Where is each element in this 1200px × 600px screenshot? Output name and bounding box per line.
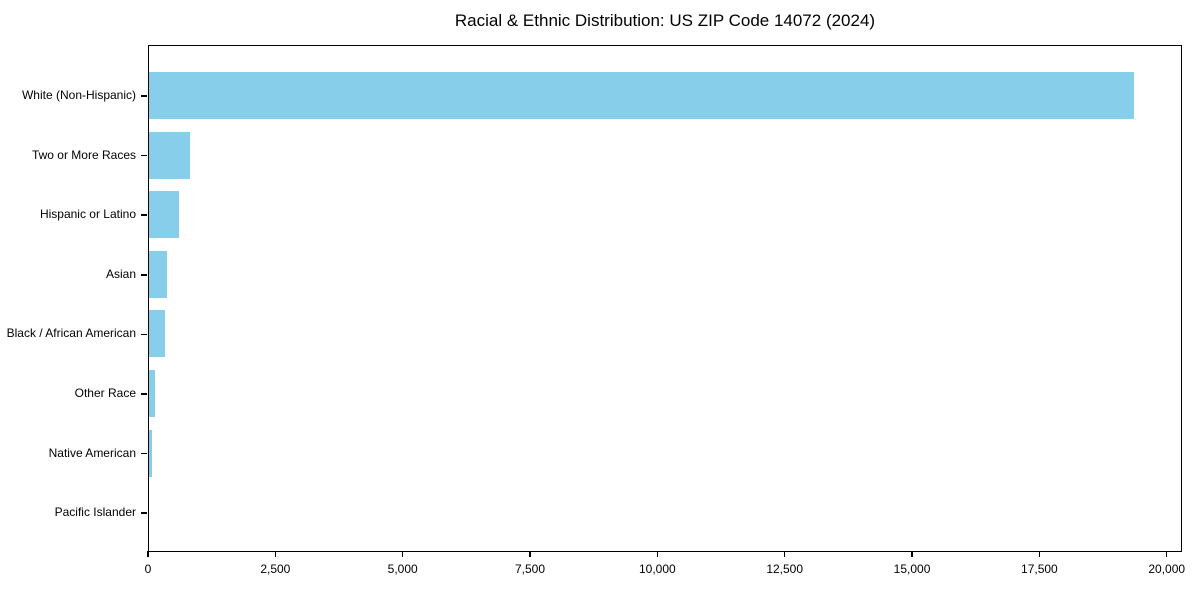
- y-axis-tick: [141, 333, 147, 336]
- plot-area: [148, 45, 1182, 552]
- bar-asian: [149, 250, 168, 298]
- bar-native-american: [149, 429, 152, 477]
- bar-other-race: [149, 370, 155, 417]
- y-axis-label: Other Race: [74, 386, 136, 400]
- y-axis-label: Two or More Races: [31, 147, 136, 162]
- y-axis-label: Native American: [48, 445, 136, 460]
- chart-title: Racial & Ethnic Distribution: US ZIP Cod…: [454, 11, 876, 30]
- x-axis-tick: [401, 551, 404, 557]
- x-axis-tick: [656, 551, 659, 557]
- y-axis-tick: [141, 393, 147, 395]
- y-axis-label: Hispanic or Latino: [39, 207, 136, 222]
- x-axis-label: 15,000: [893, 562, 931, 576]
- x-axis-label: 0: [144, 562, 152, 576]
- x-axis-label: 17,500: [1021, 562, 1058, 576]
- y-axis-label: White (Non-Hispanic): [21, 88, 136, 102]
- y-axis-tick: [141, 452, 147, 455]
- x-axis-tick: [147, 551, 149, 557]
- bar-two-or-more-races: [149, 131, 190, 179]
- y-axis-tick: [141, 154, 147, 157]
- y-axis-label: Pacific Islander: [54, 505, 136, 520]
- x-axis-tick: [274, 551, 277, 557]
- x-axis-tick: [529, 551, 531, 557]
- x-axis-tick: [783, 551, 786, 557]
- x-axis-tick: [1038, 551, 1041, 557]
- y-axis-tick: [141, 274, 147, 276]
- x-axis-label: 12,500: [766, 562, 804, 576]
- y-axis-tick: [141, 214, 147, 216]
- y-axis-label: Asian: [105, 266, 136, 281]
- x-axis-label: 10,000: [639, 562, 676, 576]
- y-axis-label: Black / African American: [6, 326, 136, 341]
- bar-hispanic-or-latino: [149, 191, 180, 239]
- x-axis-tick: [1165, 551, 1168, 557]
- x-axis-label: 20,000: [1148, 562, 1186, 576]
- x-axis-label: 2,500: [260, 562, 291, 576]
- x-axis-label: 7,500: [515, 562, 546, 576]
- bar-white-non-hispanic: [149, 72, 1134, 119]
- x-axis-tick: [911, 551, 913, 557]
- y-axis-tick: [141, 95, 147, 97]
- y-axis-tick: [141, 512, 147, 514]
- x-axis-label: 5,000: [387, 562, 418, 576]
- bar-black-african-american: [149, 310, 165, 358]
